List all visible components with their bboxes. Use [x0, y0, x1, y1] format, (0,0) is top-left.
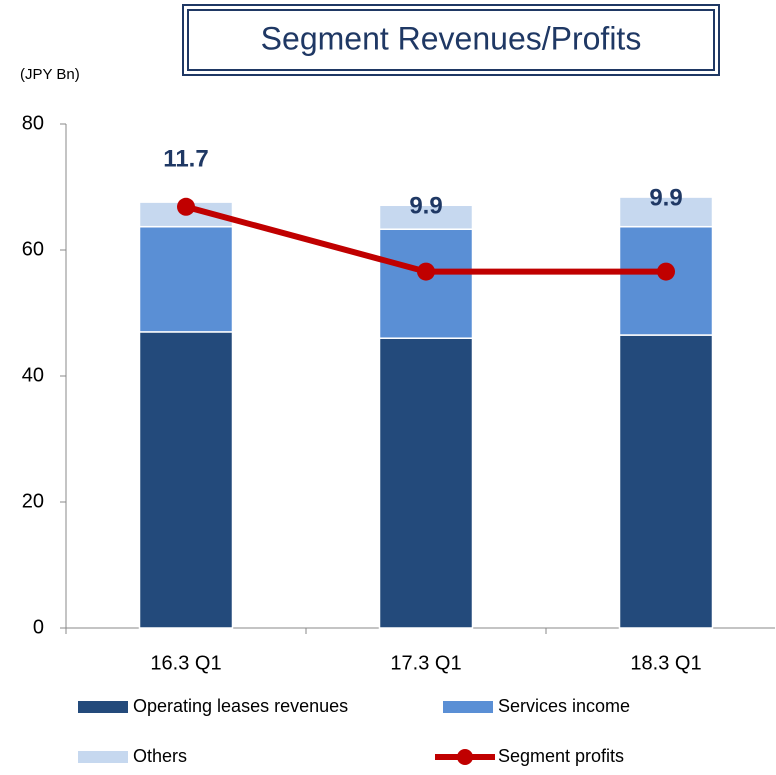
y-tick-label: 60	[22, 238, 44, 260]
data-label: 9.9	[649, 184, 682, 211]
x-tick-label: 18.3 Q1	[630, 652, 701, 674]
bar-segment	[618, 334, 714, 629]
y-tick-label: 20	[22, 490, 44, 512]
legend-label: Segment profits	[498, 746, 624, 766]
unit-label: (JPY Bn)	[20, 66, 80, 83]
bar-segment	[378, 337, 474, 629]
legend-label: Services income	[498, 696, 630, 716]
y-tick-label: 0	[33, 616, 44, 638]
legend-marker	[457, 749, 473, 765]
data-label: 11.7	[163, 145, 208, 172]
profit-marker	[417, 262, 435, 281]
x-tick-label: 16.3 Q1	[150, 652, 221, 674]
title-box-inner	[187, 9, 715, 71]
bar-segment	[138, 331, 234, 629]
chart-title: Segment Revenues/Profits	[261, 20, 642, 56]
legend-label: Others	[133, 746, 187, 766]
profit-marker	[657, 262, 675, 281]
legend-label: Operating leases revenues	[133, 696, 348, 716]
legend-swatch	[78, 701, 128, 713]
bar-segment	[618, 225, 714, 336]
legend-swatch	[78, 751, 128, 763]
bar-segment	[378, 228, 474, 339]
title-box-outer	[182, 4, 720, 76]
bar-segment	[378, 204, 474, 230]
x-tick-label: 17.3 Q1	[390, 652, 461, 674]
y-tick-label: 80	[22, 112, 44, 134]
data-label: 9.9	[409, 193, 442, 220]
bar-segment	[618, 196, 714, 228]
y-tick-label: 40	[22, 364, 44, 386]
bar-segment	[138, 225, 234, 333]
legend-swatch	[443, 701, 493, 713]
profit-marker	[177, 197, 195, 216]
